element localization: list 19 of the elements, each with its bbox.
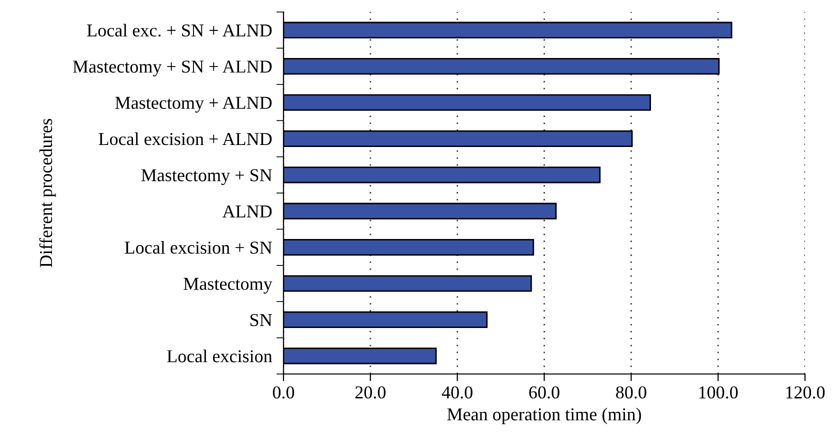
x-tick-label: 0.0 [272, 386, 294, 399]
y-tick-label: Local excision [167, 350, 272, 362]
x-tick-label: 100.0 [699, 386, 738, 399]
x-tick-label: 60.0 [529, 386, 560, 399]
y-tick-label: Local excision + SN [124, 241, 272, 254]
x-tick-label: 80.0 [616, 386, 646, 399]
y-axis-title: Different procedures [39, 118, 56, 268]
y-tick-label: Mastectomy + SN + ALND [72, 60, 272, 76]
y-tick-label: Local excision + ALND [98, 132, 272, 146]
y-tick-label: Local exc. + SN + ALND [87, 24, 272, 37]
y-tick-label: Mastectomy + ALND [115, 96, 272, 113]
y-tick-label: SN [250, 314, 272, 326]
y-tick-label: Mastectomy [184, 278, 272, 294]
x-tick-label: 20.0 [355, 386, 386, 399]
x-axis-title: Mean operation time (min) [447, 408, 641, 424]
x-tick-label: 120.0 [786, 386, 825, 399]
y-tick-label: ALND [222, 205, 272, 218]
y-tick-label: Mastectomy + SN [141, 169, 272, 186]
x-tick-label: 40.0 [442, 386, 472, 399]
